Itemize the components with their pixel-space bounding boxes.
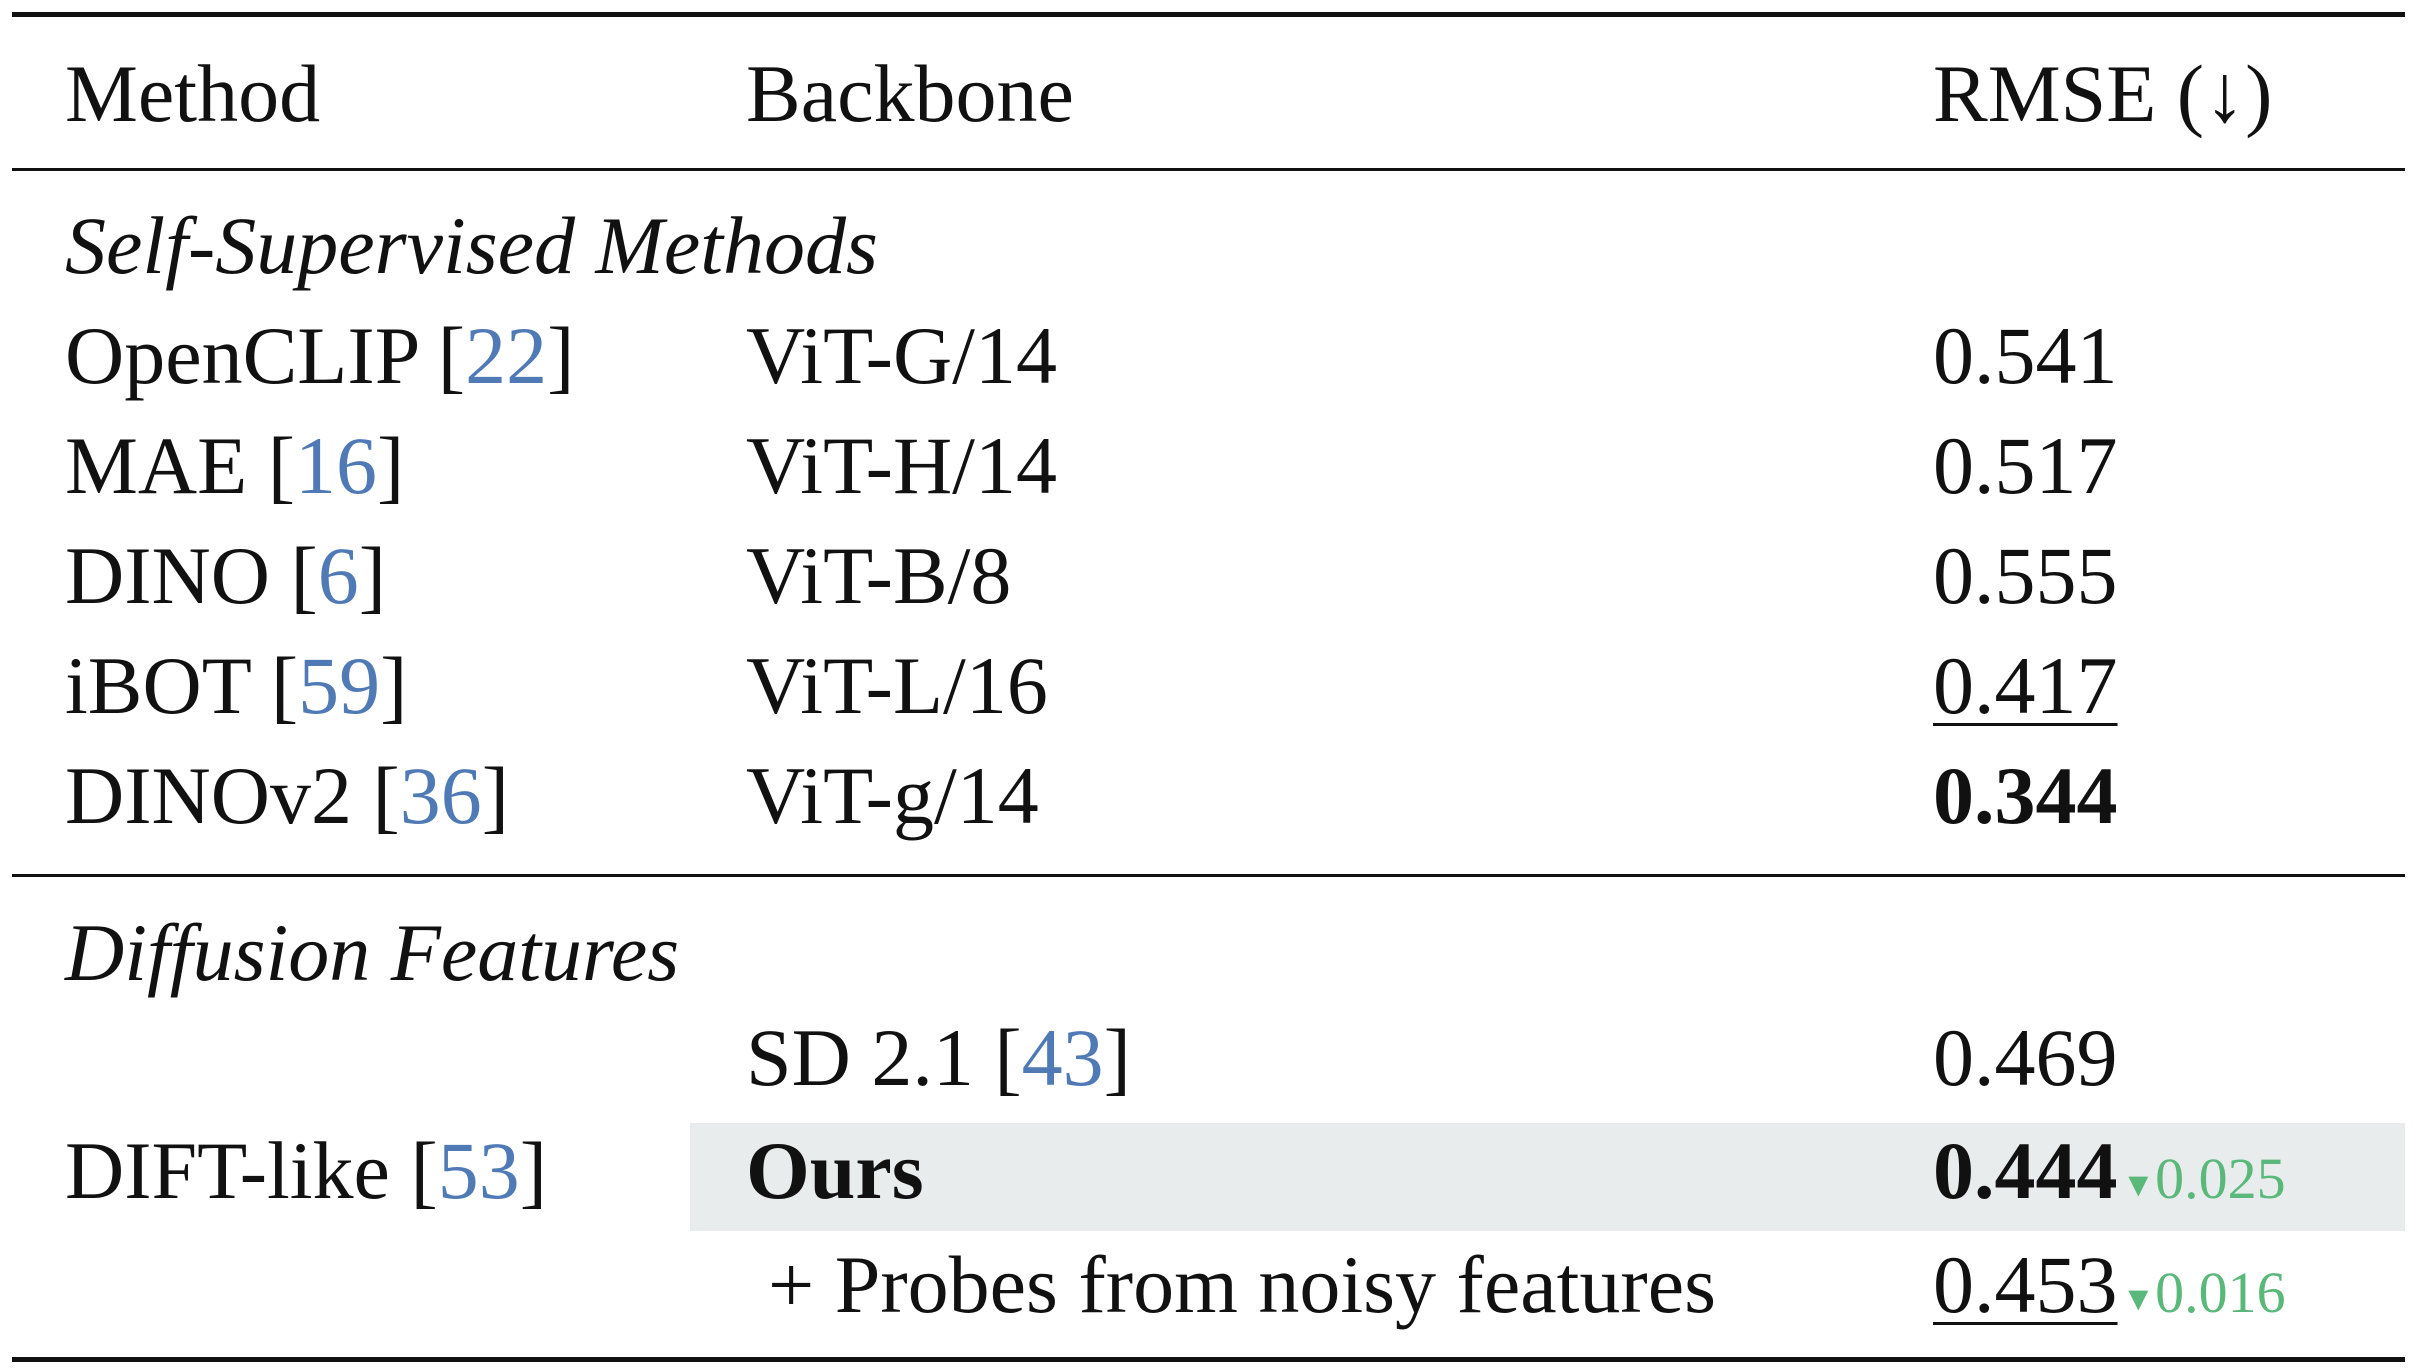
citation-link[interactable]: 22 (465, 310, 548, 401)
top-rule (12, 12, 2405, 17)
header-rule (12, 168, 2405, 171)
section-rule (12, 874, 2405, 877)
method-cell: DINOv2 [36] (65, 750, 510, 841)
backbone-cell: ViT-g/14 (746, 750, 1039, 841)
backbone-cell: ViT-H/14 (746, 420, 1057, 511)
rmse-value: 0.444 (1933, 1125, 2118, 1216)
citation-link[interactable]: 36 (399, 750, 482, 841)
header-backbone: Backbone (746, 48, 1074, 139)
section-title-diffusion: Diffusion Features (65, 907, 680, 998)
bottom-rule (12, 1357, 2405, 1362)
method-name: DIFT-like (65, 1125, 390, 1216)
backbone-cell-probes: + Probes from noisy features (768, 1239, 1717, 1330)
method-name: DINO (65, 530, 270, 621)
backbone-cell: SD 2.1 [43] (746, 1012, 1131, 1103)
method-cell: MAE [16] (65, 420, 405, 511)
rmse-cell: 0.555 (1933, 530, 2118, 621)
delta-value: 0.016 (2155, 1260, 2286, 1325)
method-name: OpenCLIP (65, 310, 418, 401)
backbone-cell: ViT-G/14 (746, 310, 1057, 401)
backbone-cell: ViT-B/8 (746, 530, 1012, 621)
citation-link[interactable]: 16 (295, 420, 378, 511)
header-rmse: RMSE (↓) (1933, 48, 2273, 139)
backbone-cell-ours: Ours (746, 1125, 924, 1216)
rmse-cell-best: 0.344 (1933, 750, 2118, 841)
backbone-name: SD 2.1 (746, 1012, 974, 1103)
method-cell: DINO [6] (65, 530, 387, 621)
section-title-self-supervised: Self-Supervised Methods (65, 200, 878, 291)
rmse-cell: 0.541 (1933, 310, 2118, 401)
rmse-cell: 0.469 (1933, 1012, 2118, 1103)
rmse-cell-probes: 0.453 ▼0.016 (1933, 1244, 2286, 1326)
rmse-cell: 0.517 (1933, 420, 2118, 511)
method-cell: iBOT [59] (65, 640, 408, 731)
citation-link[interactable]: 6 (317, 530, 359, 621)
method-name: iBOT (65, 640, 251, 731)
rmse-value: 0.453 (1933, 1239, 2118, 1330)
method-cell-group: DIFT-like [53] (65, 1125, 548, 1216)
down-triangle-icon: ▼ (2121, 1167, 2156, 1204)
rmse-cell-second-best: 0.417 (1933, 640, 2118, 731)
rmse-delta: ▼0.025 (2122, 1146, 2286, 1211)
rmse-cell-ours: 0.444 ▼0.025 (1933, 1130, 2286, 1212)
delta-value: 0.025 (2155, 1146, 2286, 1211)
down-triangle-icon: ▼ (2121, 1281, 2156, 1318)
citation-link[interactable]: 53 (437, 1125, 520, 1216)
method-name: MAE (65, 420, 248, 511)
backbone-cell: ViT-L/16 (746, 640, 1048, 731)
rmse-delta: ▼0.016 (2122, 1260, 2286, 1325)
citation-link[interactable]: 43 (1021, 1012, 1104, 1103)
method-cell: OpenCLIP [22] (65, 310, 575, 401)
header-method: Method (65, 48, 321, 139)
ours-row-highlight (690, 1123, 2405, 1231)
method-name: DINOv2 (65, 750, 352, 841)
citation-link[interactable]: 59 (298, 640, 381, 731)
